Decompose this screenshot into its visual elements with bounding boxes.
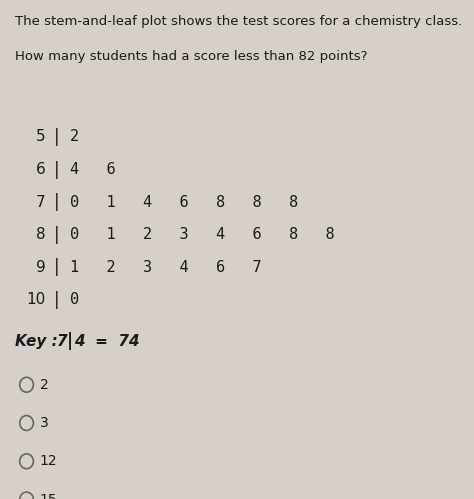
Text: 4   6: 4 6 [70, 162, 116, 177]
Text: |: | [67, 332, 73, 350]
Text: 4  =  74: 4 = 74 [74, 334, 140, 349]
Text: |: | [54, 291, 60, 309]
Text: 3: 3 [40, 416, 49, 430]
Text: 9: 9 [36, 260, 46, 275]
Text: 0   1   4   6   8   8   8: 0 1 4 6 8 8 8 [70, 195, 298, 210]
Text: 2: 2 [70, 129, 79, 144]
Text: |: | [54, 193, 60, 211]
Text: 8: 8 [36, 227, 46, 243]
Text: 5: 5 [36, 129, 46, 144]
Text: 10: 10 [26, 292, 46, 307]
Text: |: | [54, 128, 60, 146]
Text: 1   2   3   4   6   7: 1 2 3 4 6 7 [70, 260, 262, 275]
Text: Key :: Key : [15, 334, 63, 349]
Text: 6: 6 [36, 162, 46, 177]
Text: 2: 2 [40, 378, 49, 392]
Text: 7: 7 [57, 334, 67, 349]
Text: 12: 12 [40, 454, 57, 468]
Text: The stem-and-leaf plot shows the test scores for a chemistry class.: The stem-and-leaf plot shows the test sc… [15, 15, 463, 28]
Text: |: | [54, 161, 60, 179]
Text: 15: 15 [40, 493, 57, 499]
Text: 0   1   2   3   4   6   8   8: 0 1 2 3 4 6 8 8 [70, 227, 335, 243]
Text: |: | [54, 258, 60, 276]
Text: 0: 0 [70, 292, 79, 307]
Text: How many students had a score less than 82 points?: How many students had a score less than … [15, 50, 368, 63]
Text: |: | [54, 226, 60, 244]
Text: 7: 7 [36, 195, 46, 210]
